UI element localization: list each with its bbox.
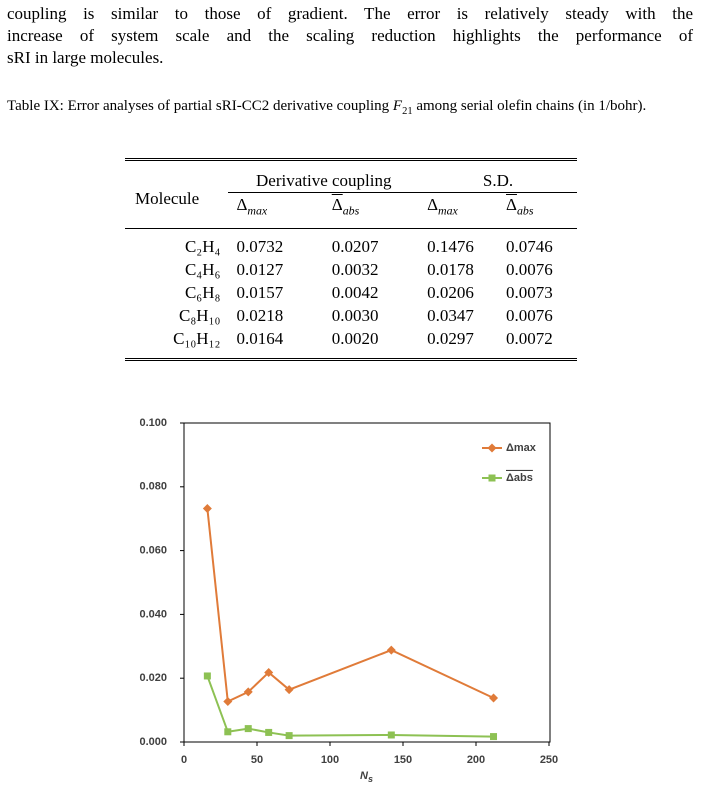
- table-row: C₈H₁₀ 0.0218 0.0030 0.0347 0.0076: [125, 304, 577, 327]
- x-tick-label: 200: [467, 754, 485, 766]
- table-row: C₁₀H₁₂ 0.0164 0.0020 0.0297 0.0072: [125, 327, 577, 360]
- paragraph-line: increase of system scale and the scaling…: [7, 26, 693, 45]
- table-row: C₂H₄ 0.0732 0.0207 0.1476 0.0746: [125, 228, 577, 259]
- table: Molecule Derivative coupling S.D. Δmax Δabs Δ…: [125, 158, 577, 362]
- marker: [285, 732, 293, 740]
- cell: 0.0207: [323, 228, 420, 259]
- chart: 0.000 0.020 0.040 0.060 0.080 0.100 0 50 100 150 2…: [139, 417, 558, 784]
- subheader: Δmax: [228, 193, 323, 229]
- marker: [224, 728, 232, 736]
- marker: [243, 687, 253, 697]
- cell: 0.0032: [331, 260, 379, 280]
- y-tick-label: 0.040: [139, 608, 167, 620]
- marker: [202, 503, 212, 513]
- molecule: C₆H₈: [184, 283, 221, 303]
- subheader-subscript: abs: [516, 203, 534, 218]
- legend-marker: [487, 443, 497, 453]
- marker: [489, 693, 499, 703]
- x-tick-label: 250: [540, 754, 558, 766]
- cell: 0.0206: [427, 283, 474, 303]
- marker: [244, 725, 252, 733]
- cell: 0.0030: [331, 306, 379, 326]
- subheader-subscript: max: [247, 203, 268, 218]
- marker: [203, 672, 211, 680]
- cell: 0.0178: [427, 260, 474, 280]
- cell: 0.1476: [419, 228, 499, 259]
- cell: 0.0218: [236, 306, 284, 326]
- molecule: C₁₀H₁₂: [173, 329, 221, 349]
- caption-subscript: 21: [402, 106, 413, 117]
- x-label-sub: s: [368, 774, 373, 784]
- subheader-symbol: Δ: [331, 195, 343, 214]
- cell: 0.0164: [236, 329, 284, 349]
- marker: [264, 667, 274, 677]
- legend-label: Δabs: [506, 472, 533, 484]
- series-line: [206, 508, 494, 703]
- legend-label: Δmax: [506, 442, 537, 454]
- molecule: C₂H₄: [125, 228, 229, 259]
- cell: 0.0347: [427, 306, 474, 326]
- cell: 0.0020: [331, 329, 379, 349]
- cell: 0.0297: [427, 329, 474, 349]
- y-tick-label: 0.000: [139, 736, 167, 748]
- table-row: C₆H₈ 0.0157 0.0042 0.0206 0.0073: [125, 281, 577, 304]
- caption-text: Table IX: Error analyses of partial sRI-…: [7, 98, 393, 114]
- marker: [386, 645, 396, 655]
- x-label-main: N: [360, 770, 369, 782]
- subheader: Δabs: [324, 193, 419, 229]
- legend-marker: [488, 474, 496, 482]
- caption-symbol: F: [392, 98, 403, 114]
- x-tick-label: 0: [181, 754, 187, 766]
- marker: [284, 685, 294, 695]
- molecule: C₈H₁₀: [179, 306, 221, 326]
- subheader-symbol: Δ: [427, 195, 438, 214]
- subheader: Δabs: [498, 193, 577, 229]
- subheader-symbol: Δ: [236, 195, 248, 214]
- x-tick-label: 50: [251, 754, 263, 766]
- cell: 0.0042: [331, 283, 379, 303]
- subheader-symbol: Δ: [506, 195, 517, 214]
- subheader: Δmax: [419, 193, 498, 229]
- paragraph-line: coupling is similar to those of gradient…: [7, 4, 693, 23]
- x-tick-label: 150: [394, 754, 412, 766]
- paragraph: coupling is similar to those of gradient…: [7, 3, 693, 69]
- table-caption: Table IX: Error analyses of partial sRI-…: [7, 96, 693, 122]
- cell: 0.0076: [506, 306, 553, 326]
- plot-frame: [183, 422, 551, 743]
- y-tick-label: 0.100: [139, 417, 167, 429]
- cell: 0.0073: [506, 283, 553, 303]
- paragraph-line: sRI in large molecules.: [7, 48, 164, 67]
- marker: [387, 731, 395, 739]
- marker: [490, 733, 498, 741]
- cell: 0.0732: [228, 228, 324, 259]
- y-tick-label: 0.080: [139, 481, 167, 493]
- cell: 0.0127: [236, 260, 284, 280]
- subheader-subscript: max: [438, 203, 458, 218]
- group-header: Derivative coupling: [228, 159, 420, 193]
- header-row: Molecule Derivative coupling S.D.: [125, 159, 577, 208]
- subheader-subscript: abs: [342, 203, 360, 218]
- cell: 0.0157: [236, 283, 284, 303]
- molecule: C₄H₆: [184, 260, 221, 280]
- group-header: S.D.: [419, 159, 577, 193]
- caption-text: among serial olefin chains (in 1/bohr).: [412, 98, 647, 114]
- y-tick-label: 0.060: [139, 545, 167, 557]
- cell: 0.0072: [506, 329, 553, 349]
- table-row: C₄H₆ 0.0127 0.0032 0.0178 0.0076: [125, 258, 577, 281]
- y-tick-label: 0.020: [139, 672, 167, 684]
- x-axis-label: Ns: [360, 770, 373, 784]
- row-header: Molecule: [135, 189, 200, 209]
- marker: [265, 728, 273, 736]
- header-row: Δmax Δabs Δmax Δabs: [125, 193, 577, 229]
- x-tick-label: 100: [321, 754, 339, 766]
- cell: 0.0076: [506, 260, 553, 280]
- cell: 0.0746: [498, 228, 577, 259]
- marker: [223, 696, 233, 706]
